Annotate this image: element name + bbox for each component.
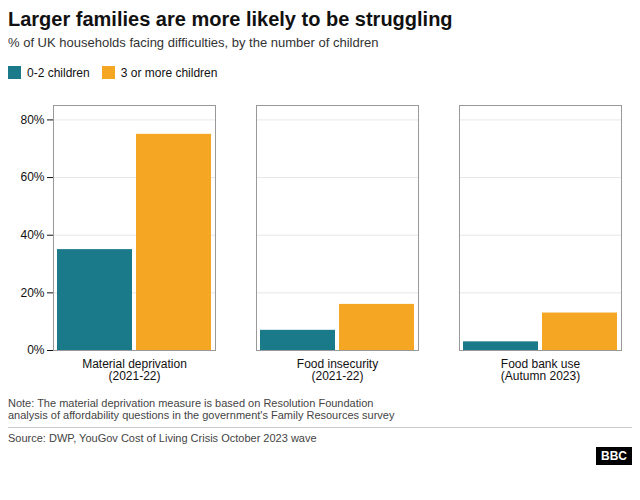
html-text:% of UK households facing diff: % of UK households facing difficulties, … — [8, 35, 379, 50]
svg-text:Food insecurity(2021-22): Food insecurity(2021-22) — [297, 357, 378, 383]
html-text:Source: DWP, YouGov Cost of Li: Source: DWP, YouGov Cost of Living Crisi… — [8, 432, 317, 444]
html-text:0-2 children: 0-2 children — [27, 65, 90, 80]
svg-text:0%: 0% — [27, 343, 45, 357]
svg-text:20%: 20% — [20, 286, 44, 300]
svg-text:40%: 40% — [20, 228, 44, 242]
svg-text:Material deprivation(2021-22): Material deprivation(2021-22) — [82, 357, 187, 383]
svg-text:60%: 60% — [20, 170, 44, 184]
html-text:Note: The material deprivation: Note: The material deprivation measure i… — [8, 397, 395, 421]
svg-text:Food bank use(Autumn 2023): Food bank use(Autumn 2023) — [501, 357, 581, 383]
html-text:BBC: BBC — [601, 449, 627, 463]
html-text:Larger families are more likel: Larger families are more likely to be st… — [8, 8, 453, 30]
svg-text:80%: 80% — [20, 113, 44, 127]
html-text:3 or more children: 3 or more children — [120, 65, 218, 80]
